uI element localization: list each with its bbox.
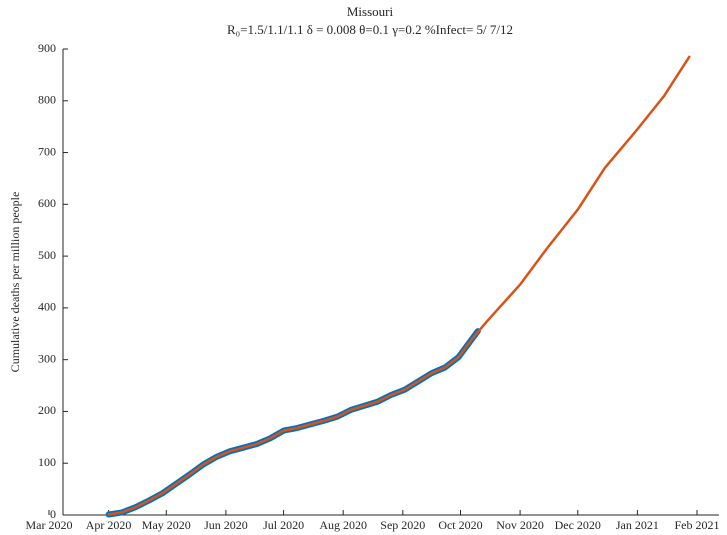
- y-tick-label: 200: [38, 403, 56, 417]
- x-tick-label: May 2020: [142, 518, 191, 532]
- y-tick-label: 600: [38, 196, 56, 210]
- x-tick-label: Jun 2020: [204, 518, 248, 532]
- y-tick-label: 800: [38, 93, 56, 107]
- x-tick-label: Feb 2021: [675, 518, 720, 532]
- y-tick-label: 0: [50, 507, 56, 521]
- y-axis-label: Cumulative deaths per million people: [8, 192, 22, 373]
- y-tick-label: 700: [38, 144, 56, 158]
- y-tick-label: 500: [38, 248, 56, 262]
- chart-title: Missouri: [347, 4, 394, 19]
- x-tick-label: Nov 2020: [496, 518, 544, 532]
- y-tick-label: 300: [38, 351, 56, 365]
- series-line: [107, 55, 691, 516]
- x-tick-label: Jan 2021: [616, 518, 659, 532]
- x-tick-label: Apr 2020: [86, 518, 132, 532]
- chart-subtitle: R₀=1.5/1.1/1.1 δ = 0.008 θ=0.1 γ=0.2 %In…: [227, 22, 513, 37]
- y-tick-label: 100: [38, 455, 56, 469]
- x-tick-label: Mar 2020: [26, 518, 73, 532]
- x-tick-label: Sep 2020: [380, 518, 425, 532]
- x-tick-label: Dec 2020: [555, 518, 601, 532]
- x-tick-label: Oct 2020: [438, 518, 482, 532]
- y-tick-label: 900: [38, 41, 56, 55]
- x-tick-label: Jul 2020: [263, 518, 304, 532]
- x-tick-label: Aug 2020: [319, 518, 367, 532]
- y-tick-label: 400: [38, 300, 56, 314]
- series-line: [105, 328, 481, 518]
